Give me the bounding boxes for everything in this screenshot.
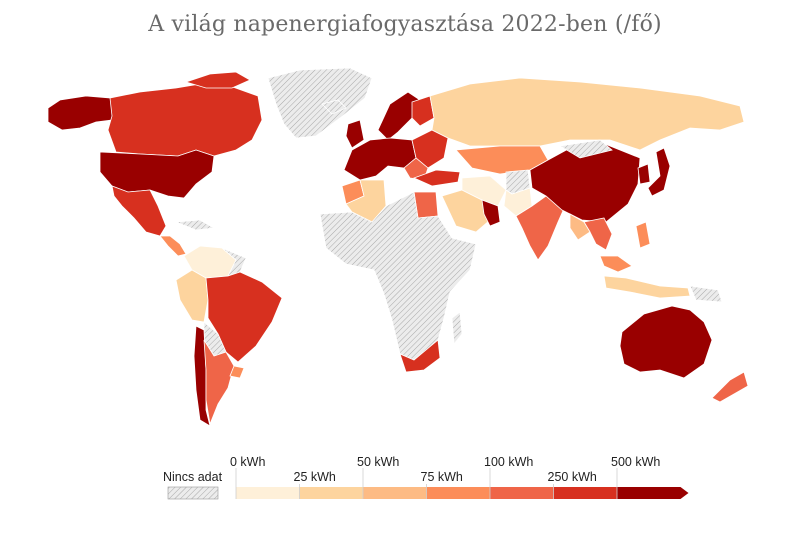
legend-no-data-label: Nincs adat	[163, 470, 223, 484]
caribbean	[175, 219, 216, 231]
iceland	[321, 99, 347, 115]
legend-swatch	[363, 487, 427, 499]
canada	[107, 83, 263, 157]
legend-swatch	[236, 487, 300, 499]
turkey	[412, 169, 461, 187]
argentina	[203, 339, 235, 426]
map-title: A világ napenergiafogyasztása 2022-ben (…	[148, 12, 662, 37]
peru	[175, 269, 209, 323]
madagascar	[451, 311, 463, 346]
legend-swatch	[553, 487, 617, 499]
australia	[619, 305, 713, 379]
legend-tick-label: 75 kWh	[420, 470, 463, 484]
philippines	[635, 221, 651, 249]
indonesia	[603, 275, 691, 299]
korea	[637, 163, 651, 185]
legend-tick-label: 500 kWh	[611, 455, 661, 469]
oman-uae	[481, 199, 501, 227]
mongolia	[558, 139, 613, 159]
legend-tick-label: 100 kWh	[484, 455, 534, 469]
legend-no-data-swatch	[167, 486, 219, 500]
legend	[167, 468, 689, 500]
legend-arrow	[680, 487, 689, 499]
legend-tick-label: 50 kWh	[357, 455, 400, 469]
legend-swatch	[426, 487, 490, 499]
greenland	[267, 67, 373, 139]
legend-swatch	[617, 487, 681, 499]
legend-tick-label: 250 kWh	[547, 470, 597, 484]
finland	[411, 95, 435, 127]
india	[515, 195, 567, 261]
papua-nodata	[689, 285, 723, 303]
south-africa	[399, 339, 441, 373]
malaysia	[599, 255, 633, 273]
russia	[429, 77, 745, 151]
myanmar	[569, 213, 591, 241]
thailand-vietnam	[583, 217, 613, 251]
united-kingdom	[345, 119, 365, 149]
africa-nodata	[319, 191, 477, 361]
central-america	[159, 235, 187, 257]
legend-tick-label: 0 kWh	[230, 455, 266, 469]
new-zealand	[711, 371, 749, 403]
country-shapes	[47, 67, 749, 427]
canada-arctic	[184, 71, 251, 89]
mexico	[111, 185, 167, 237]
japan	[647, 147, 671, 197]
legend-swatch	[490, 487, 554, 499]
uruguay	[229, 365, 245, 379]
brazil	[205, 271, 283, 363]
legend-tick-label: 25 kWh	[293, 470, 336, 484]
legend-swatch	[299, 487, 363, 499]
